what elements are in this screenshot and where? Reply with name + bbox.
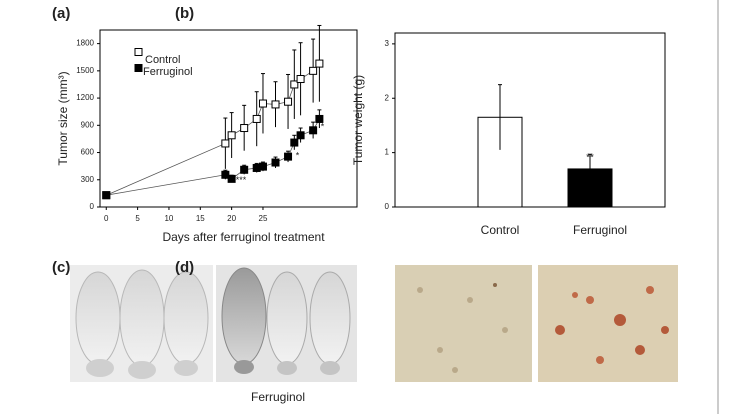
panel-label: (d) bbox=[175, 259, 194, 276]
marker bbox=[315, 59, 324, 68]
panel-label: (a) bbox=[52, 5, 70, 22]
marker bbox=[240, 124, 249, 133]
marker bbox=[290, 80, 299, 89]
annotation: * bbox=[321, 121, 325, 131]
marker bbox=[102, 191, 111, 200]
x-tick-label: 0 bbox=[104, 214, 109, 223]
y-tick-label: 1 bbox=[385, 148, 390, 157]
series-line bbox=[106, 63, 320, 196]
marker bbox=[296, 75, 305, 84]
marker bbox=[240, 165, 249, 174]
marker bbox=[227, 174, 236, 183]
x-tick-label: Ferruginol bbox=[573, 223, 627, 237]
caption: Ferruginol bbox=[251, 390, 305, 404]
marker bbox=[309, 66, 318, 75]
marker bbox=[258, 162, 267, 171]
x-axis-title: Days after ferruginol treatment bbox=[162, 230, 325, 244]
y-axis-title: Tumor weight (g) bbox=[351, 75, 365, 165]
marker bbox=[258, 99, 267, 108]
x-tick-label: 10 bbox=[164, 214, 173, 223]
marker bbox=[315, 114, 324, 123]
y-tick-label: 300 bbox=[81, 175, 95, 184]
plot-frame bbox=[394, 32, 666, 208]
marker bbox=[221, 139, 230, 148]
annotation: *** bbox=[236, 175, 247, 185]
y-tick-label: 0 bbox=[385, 202, 390, 211]
panel-label: (b) bbox=[175, 5, 194, 22]
marker bbox=[227, 131, 236, 140]
marker bbox=[252, 114, 261, 123]
plot-frame bbox=[99, 29, 358, 208]
legend-label: Ferruginol bbox=[143, 66, 193, 78]
marker bbox=[271, 100, 280, 109]
marker bbox=[221, 170, 230, 179]
y-tick-label: 900 bbox=[81, 120, 95, 129]
marker bbox=[296, 131, 305, 140]
y-tick-label: 0 bbox=[90, 202, 95, 211]
photo-control-mice bbox=[70, 265, 213, 382]
photo-ferruginol-mice bbox=[216, 265, 357, 382]
legend-marker bbox=[134, 64, 143, 72]
y-tick-label: 600 bbox=[81, 148, 95, 157]
marker bbox=[284, 152, 293, 161]
y-tick-label: 2 bbox=[385, 93, 390, 102]
marker bbox=[284, 97, 293, 106]
legend-label: Control bbox=[145, 54, 180, 66]
histology-control bbox=[395, 265, 532, 382]
y-tick-label: 3 bbox=[385, 39, 390, 48]
x-tick-label: 15 bbox=[196, 214, 205, 223]
y-axis-title: Tumor size (mm³) bbox=[56, 71, 70, 165]
annotation: * bbox=[296, 151, 300, 161]
y-tick-label: 1800 bbox=[76, 39, 94, 48]
x-tick-label: Control bbox=[481, 223, 520, 237]
y-tick-label: 1500 bbox=[76, 66, 94, 75]
marker bbox=[309, 126, 318, 135]
marker bbox=[290, 138, 299, 147]
histology-ferruginol bbox=[538, 265, 678, 382]
legend-marker bbox=[134, 48, 143, 56]
x-tick-label: 5 bbox=[135, 214, 140, 223]
x-tick-label: 20 bbox=[227, 214, 236, 223]
marker bbox=[271, 158, 280, 167]
y-tick-label: 1200 bbox=[76, 93, 94, 102]
annotation: ** bbox=[586, 153, 594, 164]
panel-label: (c) bbox=[52, 259, 70, 276]
x-tick-label: 25 bbox=[259, 214, 268, 223]
